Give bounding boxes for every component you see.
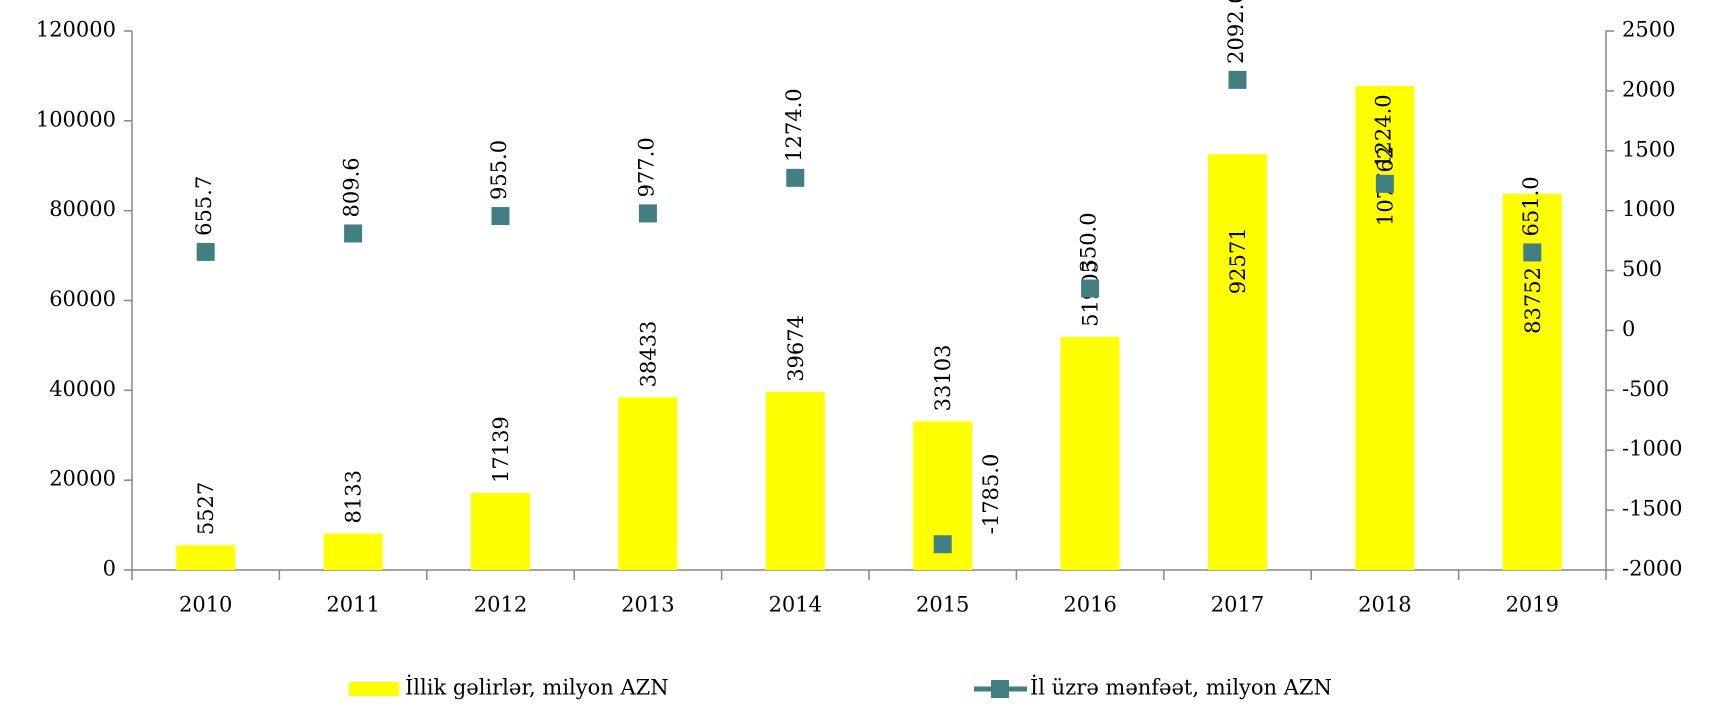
- line-marker: [1228, 70, 1247, 89]
- bar-value-label: 17139: [489, 416, 513, 483]
- line-marker: [1523, 243, 1542, 262]
- x-tick-label: 2013: [621, 593, 674, 617]
- line-marker: [196, 242, 215, 261]
- y2-tick-label: -1000: [1622, 437, 1683, 461]
- y2-tick-label: 500: [1622, 257, 1662, 281]
- x-tick-label: 2016: [1063, 593, 1116, 617]
- legend-label: İllik gəlirlər, milyon AZN: [405, 676, 669, 700]
- bar-value-label: 38433: [636, 321, 660, 388]
- y-tick-label: 100000: [36, 107, 116, 131]
- legend-swatch: [349, 682, 399, 696]
- line-value-label: 955.0: [487, 140, 511, 200]
- line-value-label: 651.0: [1519, 176, 1543, 236]
- x-tick-label: 2017: [1211, 593, 1264, 617]
- line-value-label: 350.0: [1077, 212, 1101, 272]
- y-tick-label: 60000: [49, 287, 116, 311]
- y-tick-label: 40000: [49, 377, 116, 401]
- bar: [1355, 85, 1415, 570]
- y2-tick-label: -1500: [1622, 497, 1683, 521]
- x-tick-label: 2019: [1506, 593, 1559, 617]
- line-marker: [1375, 174, 1394, 193]
- legend-label: İl üzrə mənfəət, milyon AZN: [1030, 676, 1332, 700]
- x-tick-label: 2012: [474, 593, 527, 617]
- bar: [1060, 336, 1120, 570]
- line-marker: [491, 207, 510, 226]
- line-value-label: 809.6: [340, 157, 364, 217]
- y-tick-label: 0: [103, 557, 116, 581]
- y2-tick-label: -500: [1622, 377, 1669, 401]
- line-marker: [638, 204, 657, 223]
- line-marker: [786, 168, 805, 187]
- y2-tick-label: 1500: [1622, 137, 1675, 161]
- line-value-label: 655.7: [192, 176, 216, 236]
- x-tick-label: 2014: [769, 593, 822, 617]
- x-tick-label: 2010: [179, 593, 232, 617]
- line-marker: [933, 535, 952, 554]
- line-value-label: 1224.0: [1371, 94, 1395, 167]
- line-value-label: 2092.0: [1224, 0, 1248, 64]
- y-tick-label: 20000: [49, 467, 116, 491]
- line-value-label: -1785.0: [979, 454, 1003, 535]
- bar: [618, 397, 678, 570]
- y2-tick-label: 2000: [1622, 77, 1675, 101]
- y2-tick-label: -2000: [1622, 557, 1683, 581]
- x-tick-label: 2015: [916, 593, 969, 617]
- y2-tick-label: 1000: [1622, 197, 1675, 221]
- line-value-label: 977.0: [634, 137, 658, 197]
- bar-value-label: 8133: [342, 470, 366, 523]
- line-marker: [344, 224, 363, 243]
- bar-value-label: 83752: [1521, 267, 1545, 334]
- y-tick-label: 120000: [36, 18, 116, 42]
- bar-value-label: 5527: [194, 482, 218, 535]
- bar: [176, 545, 236, 570]
- x-tick-label: 2018: [1358, 593, 1411, 617]
- y2-tick-label: 2500: [1622, 18, 1675, 42]
- bar: [1208, 154, 1267, 571]
- bar-value-label: 33103: [931, 344, 955, 411]
- line-marker: [1081, 279, 1100, 298]
- bar-value-label: 39674: [784, 315, 808, 382]
- x-tick-label: 2011: [326, 593, 379, 617]
- legend-swatch-marker: [991, 680, 1009, 698]
- y2-tick-label: 0: [1622, 317, 1635, 341]
- bar-value-label: 92571: [1226, 227, 1250, 294]
- bar: [765, 391, 825, 570]
- bar: [323, 533, 383, 570]
- bar: [471, 493, 530, 570]
- y-tick-label: 80000: [49, 197, 116, 221]
- line-value-label: 1274.0: [782, 88, 806, 161]
